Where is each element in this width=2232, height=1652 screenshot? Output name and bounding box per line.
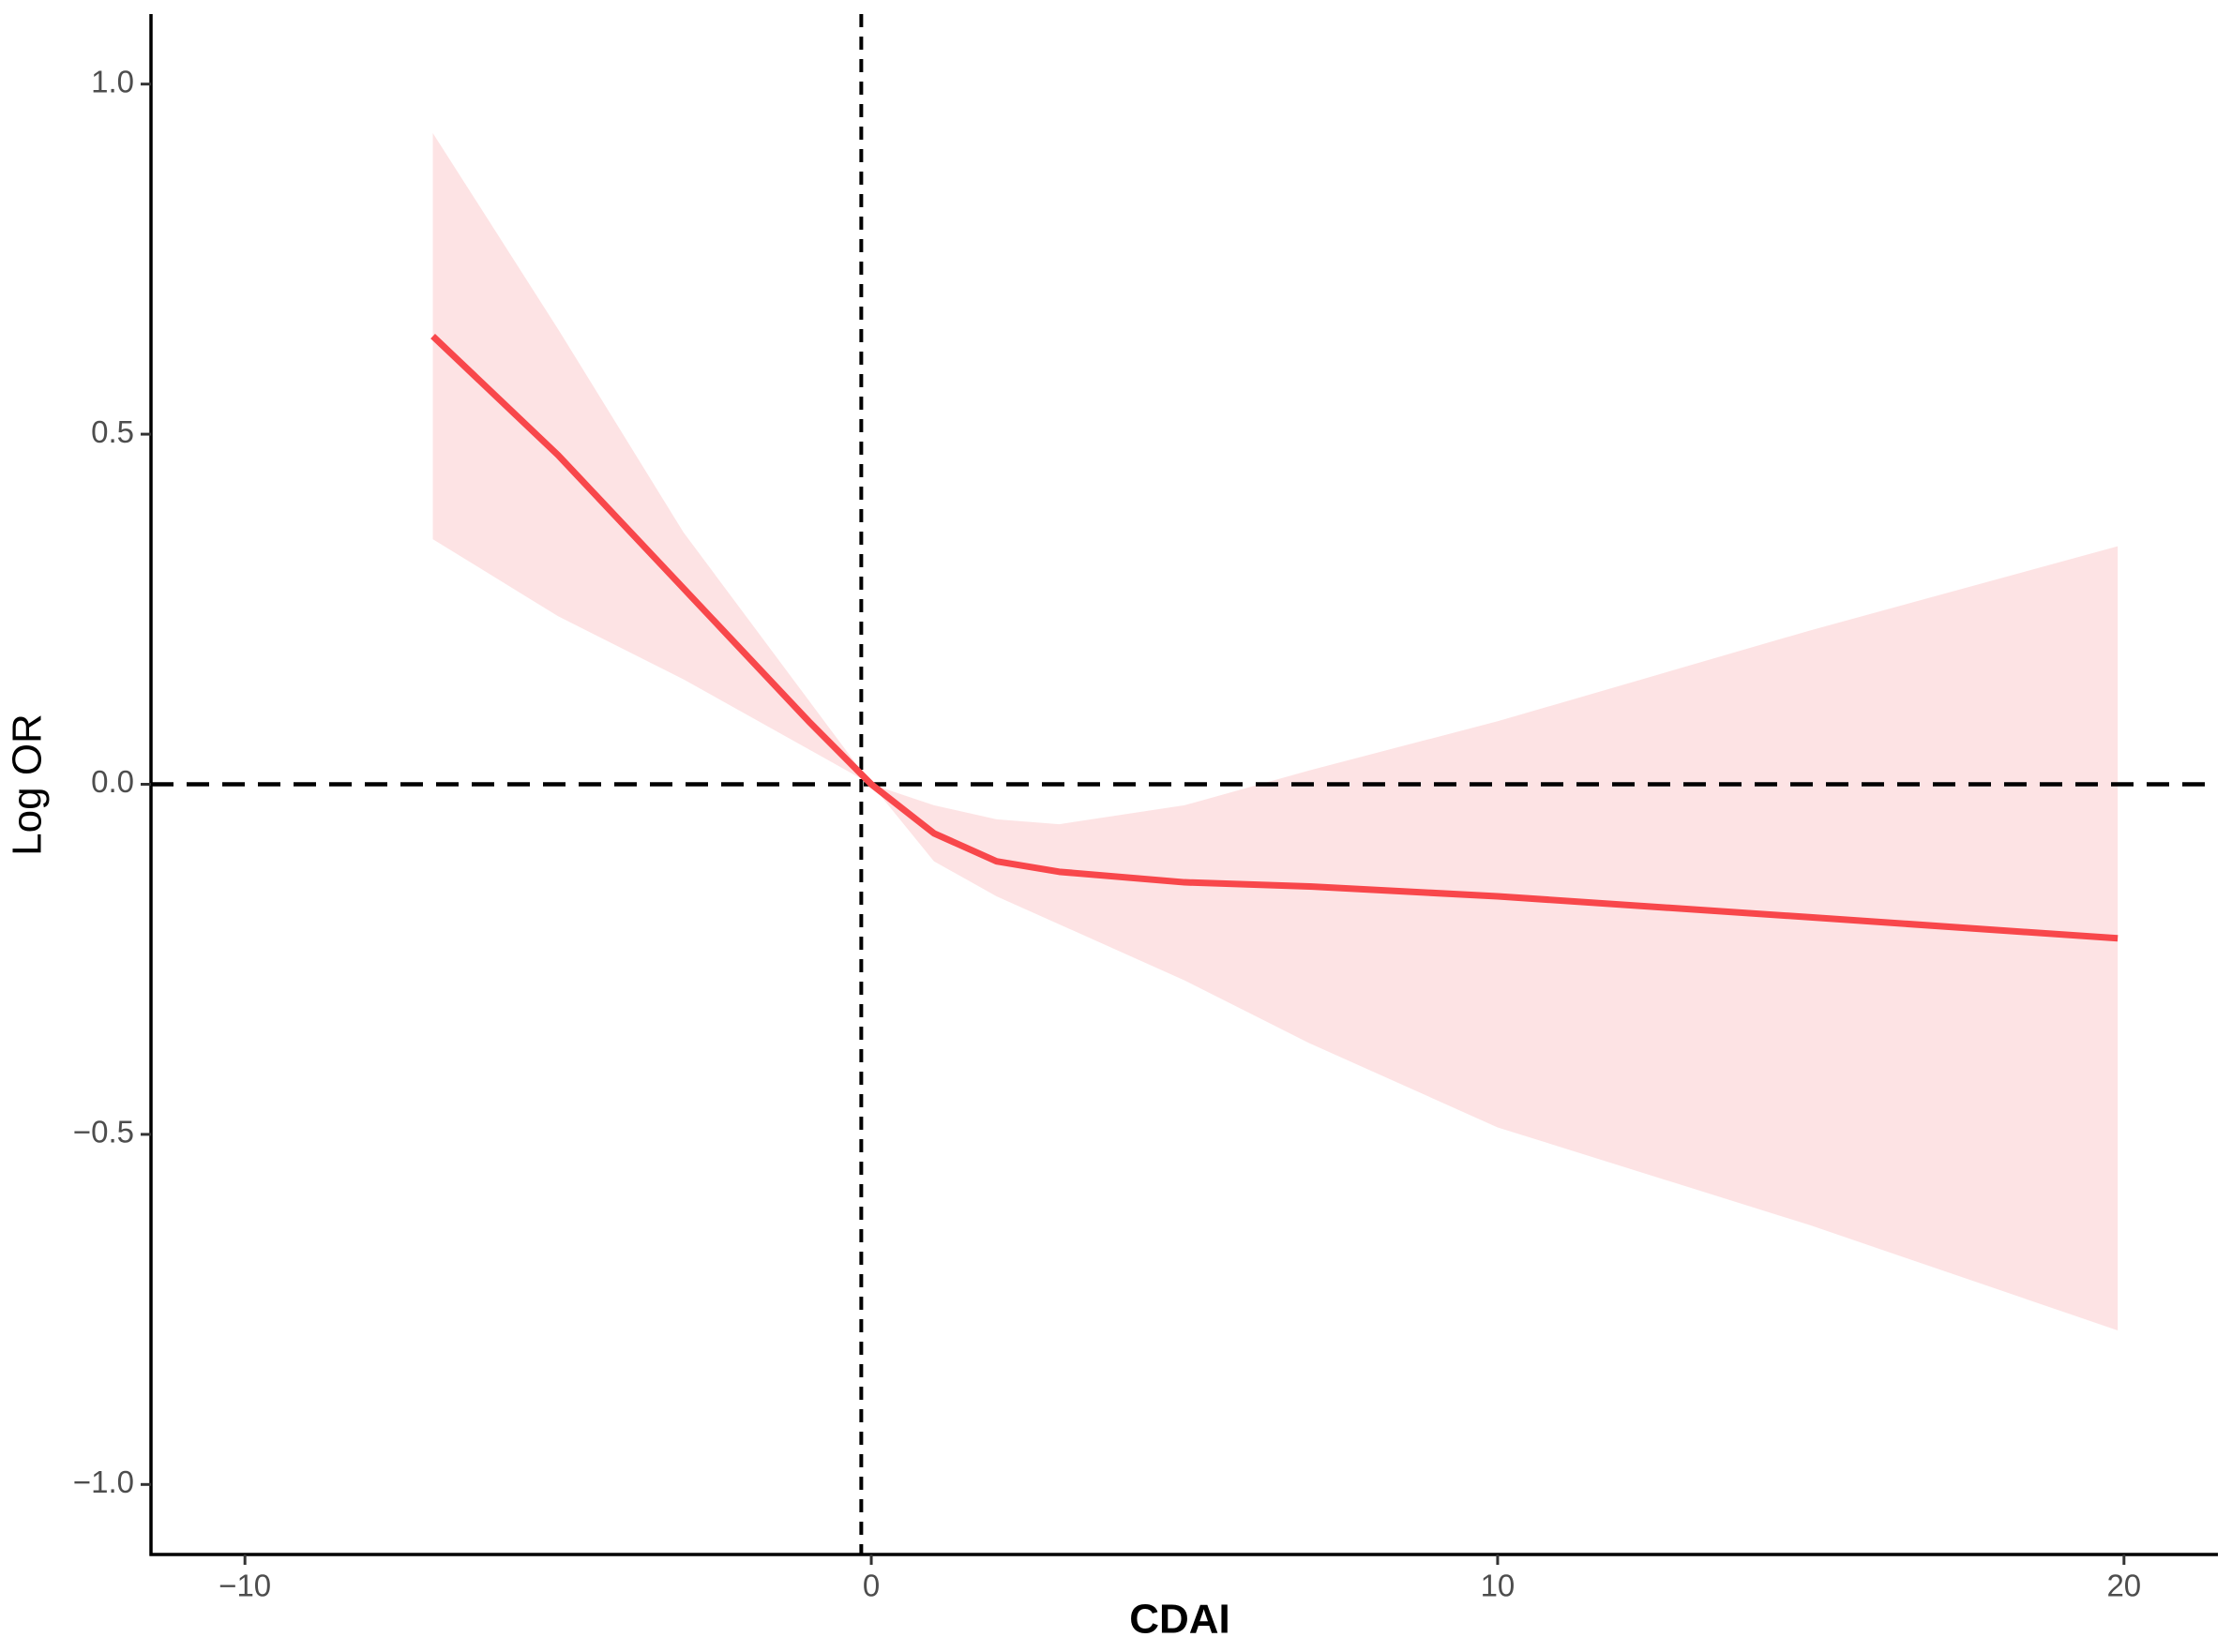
y-tick-label: −0.5 [73, 1115, 134, 1149]
x-axis-title: CDAI [1129, 1597, 1230, 1643]
y-tick-label: −1.0 [73, 1464, 134, 1499]
x-tick-label: 0 [863, 1569, 880, 1603]
x-tick-label: 20 [2106, 1569, 2141, 1603]
x-tick-label: 10 [1481, 1569, 1516, 1603]
y-tick-label: 0.5 [91, 414, 134, 449]
confidence-band [432, 132, 2119, 1331]
y-tick-label: 1.0 [91, 64, 134, 98]
y-tick-label: 0.0 [91, 764, 134, 799]
x-tick-label: −10 [219, 1569, 271, 1603]
line-series [430, 333, 2119, 942]
y-axis-title: Log OR [5, 713, 51, 856]
